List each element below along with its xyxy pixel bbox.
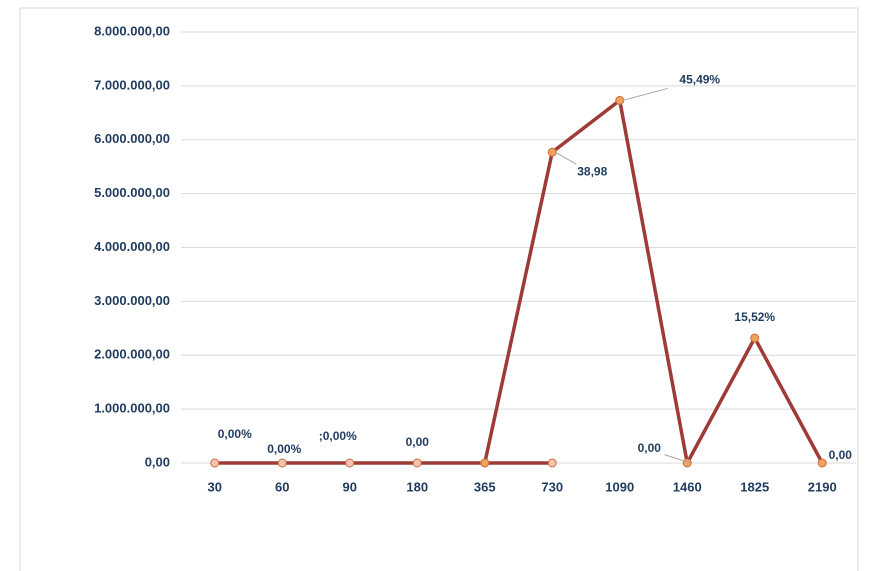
x-tick-label: 30 xyxy=(208,479,222,494)
data-label: 0,00 xyxy=(638,441,662,455)
data-label: 38,98 xyxy=(577,164,607,178)
leader-line xyxy=(664,454,691,464)
marker xyxy=(750,333,760,343)
data-label: 15,52% xyxy=(734,310,775,324)
y-tick-label: 7.000.000,00 xyxy=(94,77,170,92)
marker xyxy=(412,458,422,468)
x-tick-label: 730 xyxy=(541,479,563,494)
x-tick-label: 1460 xyxy=(673,479,702,494)
x-tick-label: 180 xyxy=(406,479,428,494)
leader-line xyxy=(622,87,668,101)
leader-line xyxy=(555,151,577,165)
y-tick-label: 1.000.000,00 xyxy=(94,401,170,416)
data-label: 0,00 xyxy=(829,448,853,462)
x-tick-label: 90 xyxy=(343,479,357,494)
x-tick-label: 365 xyxy=(474,479,496,494)
series-line xyxy=(483,98,824,465)
x-tick-label: 2190 xyxy=(808,479,837,494)
marker xyxy=(277,458,287,468)
data-label: 45,49% xyxy=(679,73,720,87)
marker xyxy=(547,147,557,157)
marker xyxy=(345,458,355,468)
marker xyxy=(547,458,557,468)
marker xyxy=(210,458,220,468)
chart-frame xyxy=(19,7,859,571)
x-tick-label: 60 xyxy=(275,479,289,494)
y-tick-label: 8.000.000,00 xyxy=(94,23,170,38)
y-tick-label: 6.000.000,00 xyxy=(94,131,170,146)
marker xyxy=(480,458,490,468)
y-tick-label: 0,00 xyxy=(145,454,170,469)
marker xyxy=(817,458,827,468)
y-tick-label: 3.000.000,00 xyxy=(94,293,170,308)
data-label: 0,00 xyxy=(406,435,430,449)
x-tick-label: 1090 xyxy=(605,479,634,494)
data-label: 0,00% xyxy=(267,442,301,456)
y-tick-label: 2.000.000,00 xyxy=(94,347,170,362)
data-label: 0,00% xyxy=(218,427,252,441)
x-tick-label: 1825 xyxy=(740,479,769,494)
y-tick-label: 5.000.000,00 xyxy=(94,185,170,200)
data-label: ;0,00% xyxy=(319,429,357,443)
marker xyxy=(615,95,625,105)
y-tick-label: 4.000.000,00 xyxy=(94,239,170,254)
